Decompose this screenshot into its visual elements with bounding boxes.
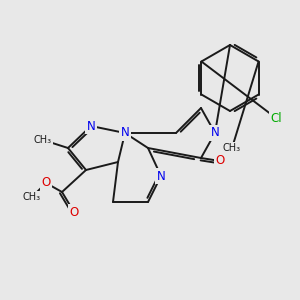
- Text: O: O: [69, 206, 79, 218]
- Text: O: O: [41, 176, 51, 190]
- Text: N: N: [121, 127, 129, 140]
- Text: CH₃: CH₃: [23, 192, 41, 202]
- Text: O: O: [215, 154, 225, 167]
- Text: CH₃: CH₃: [34, 135, 52, 145]
- Text: N: N: [87, 119, 95, 133]
- Text: N: N: [157, 169, 165, 182]
- Text: CH₃: CH₃: [223, 143, 241, 153]
- Text: Cl: Cl: [270, 112, 282, 124]
- Text: N: N: [211, 127, 219, 140]
